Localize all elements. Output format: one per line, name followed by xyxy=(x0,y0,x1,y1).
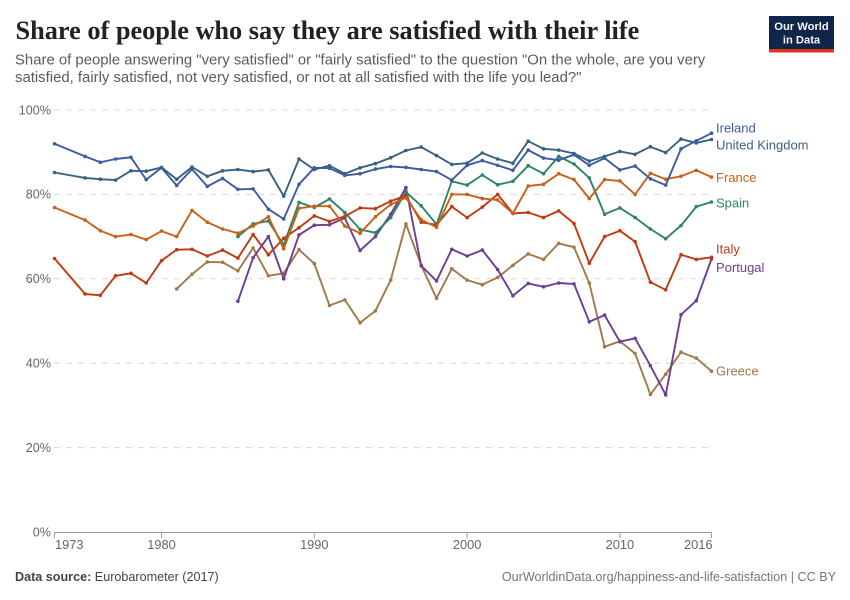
svg-text:1990: 1990 xyxy=(300,537,328,552)
svg-text:Greece: Greece xyxy=(716,364,759,379)
svg-text:Share of people answering "ver: Share of people answering "very satisfie… xyxy=(15,53,706,69)
svg-text:OurWorldinData.org/happiness-a: OurWorldinData.org/happiness-and-life-sa… xyxy=(502,570,837,584)
svg-text:satisfied, fairly satisfied, n: satisfied, fairly satisfied, not very sa… xyxy=(15,70,581,86)
svg-text:1973: 1973 xyxy=(55,537,83,552)
svg-text:2000: 2000 xyxy=(453,537,481,552)
svg-text:Italy: Italy xyxy=(716,242,740,257)
svg-text:Spain: Spain xyxy=(716,196,749,211)
svg-text:Data source: Eurobarometer (20: Data source: Eurobarometer (2017) xyxy=(15,570,219,584)
svg-text:20%: 20% xyxy=(26,441,51,455)
svg-text:60%: 60% xyxy=(26,272,51,286)
svg-text:2010: 2010 xyxy=(606,537,634,552)
svg-text:100%: 100% xyxy=(19,103,51,117)
svg-text:1980: 1980 xyxy=(147,537,175,552)
svg-text:Portugal: Portugal xyxy=(716,260,765,275)
svg-text:France: France xyxy=(716,170,756,185)
svg-text:United Kingdom: United Kingdom xyxy=(716,138,809,153)
svg-text:in Data: in Data xyxy=(783,35,821,47)
svg-text:Our World: Our World xyxy=(774,21,829,33)
svg-text:2016: 2016 xyxy=(684,537,712,552)
svg-text:Ireland: Ireland xyxy=(716,121,756,136)
svg-text:0%: 0% xyxy=(33,525,51,539)
svg-text:40%: 40% xyxy=(26,357,51,371)
svg-text:80%: 80% xyxy=(26,188,51,202)
svg-text:Share of people who say they a: Share of people who say they are satisfi… xyxy=(16,16,640,45)
